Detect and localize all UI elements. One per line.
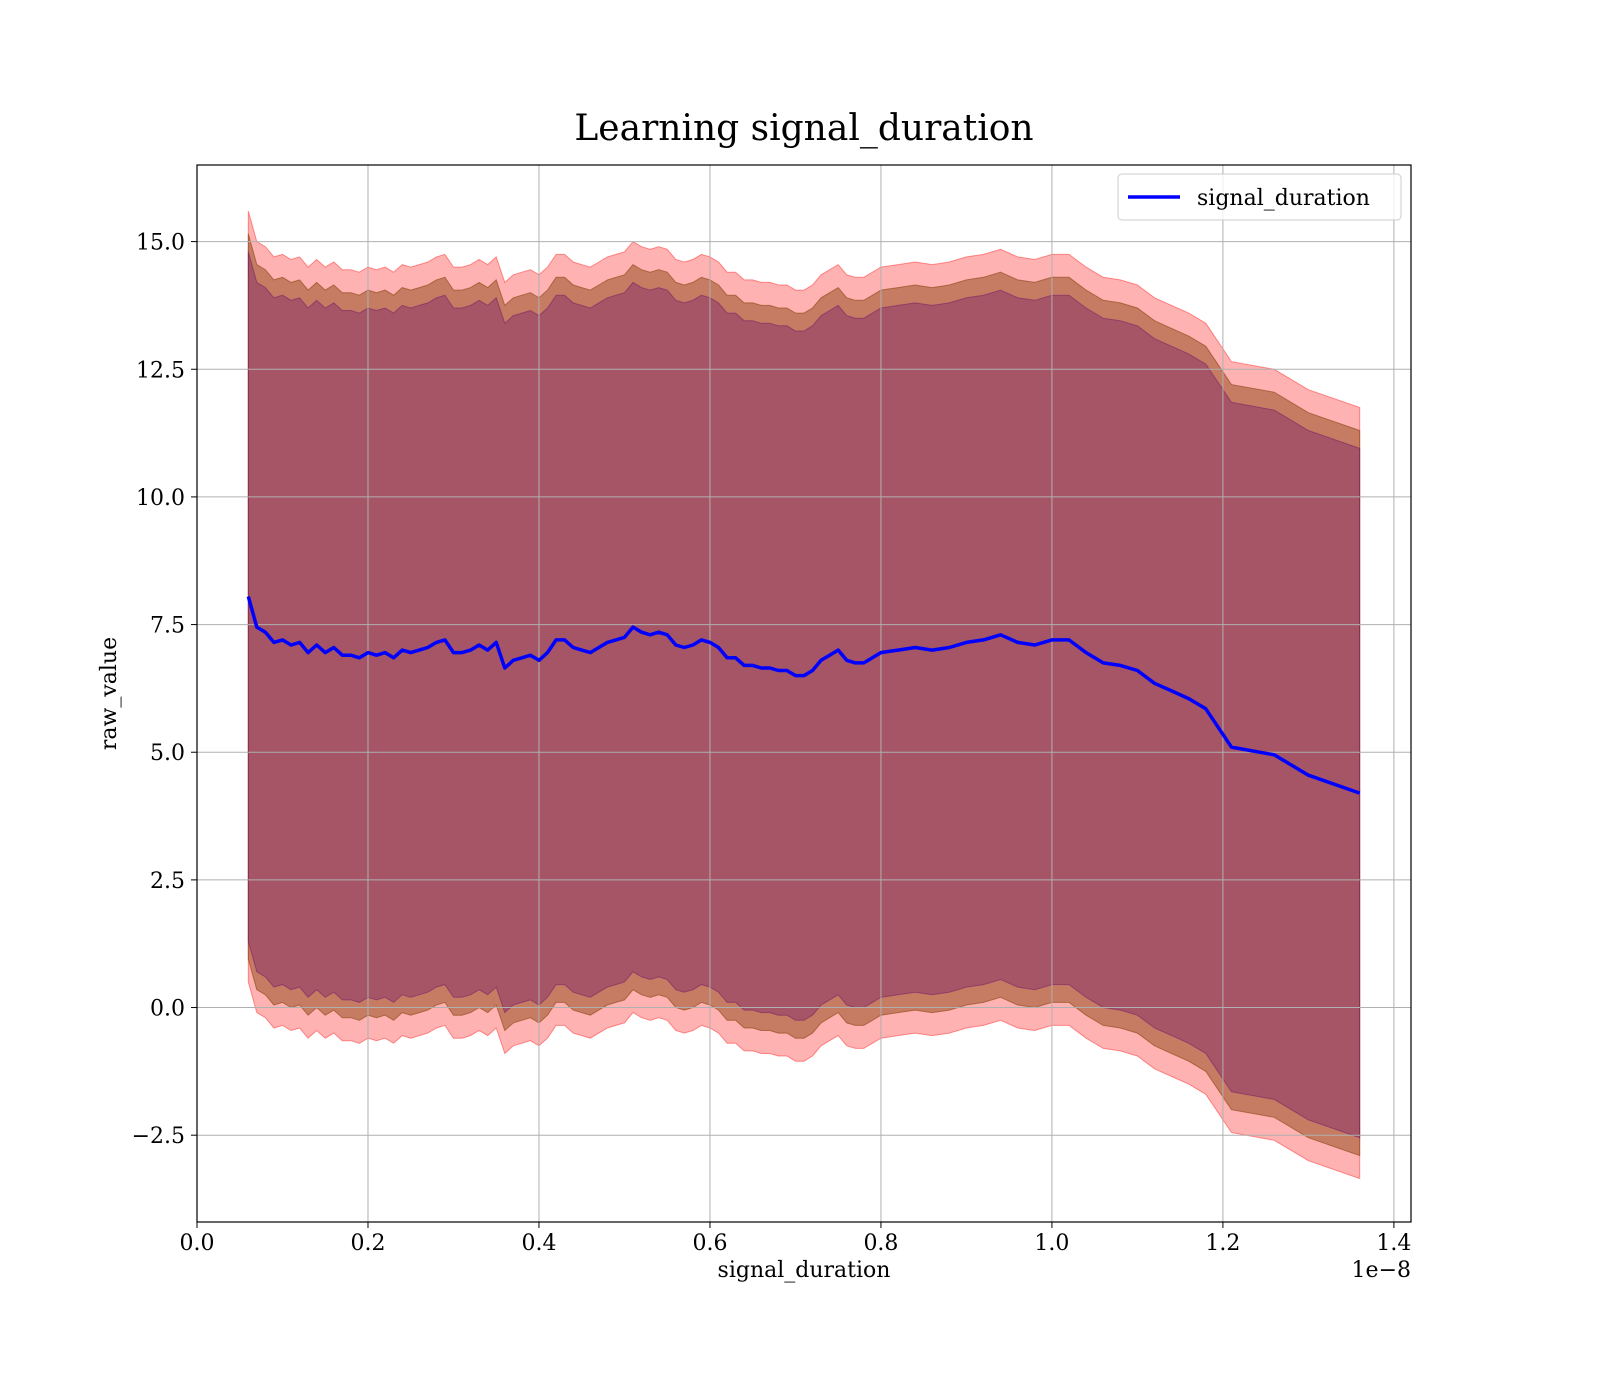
y-axis-label: raw_value bbox=[97, 637, 122, 750]
x-tick-label-0: 0.0 bbox=[180, 1231, 215, 1256]
legend-label-signal-duration: signal_duration bbox=[1197, 186, 1370, 211]
y-tick-label-3: 5.0 bbox=[150, 741, 185, 766]
x-axis-offset-text: 1e−8 bbox=[1352, 1258, 1411, 1283]
y-tick-label-2: 2.5 bbox=[150, 869, 185, 894]
y-tick-label-5: 10.0 bbox=[136, 486, 185, 511]
x-axis-ticks: 0.0 0.2 0.4 0.6 0.8 1.0 1.2 1.4 bbox=[180, 1222, 1411, 1256]
x-tick-label-4: 0.8 bbox=[863, 1231, 898, 1256]
band-core bbox=[247, 251, 1361, 1139]
x-tick-label-2: 0.4 bbox=[521, 1231, 556, 1256]
confidence-bands bbox=[247, 210, 1361, 1180]
y-tick-label-1: 0.0 bbox=[150, 997, 185, 1022]
legend: signal_duration bbox=[1117, 173, 1402, 221]
y-tick-label-4: 7.5 bbox=[150, 614, 185, 639]
y-tick-label-7: 15.0 bbox=[136, 231, 185, 256]
x-axis-label: signal_duration bbox=[718, 1258, 891, 1283]
y-axis-ticks: −2.5 0.0 2.5 5.0 7.5 10.0 12.5 15.0 bbox=[132, 231, 197, 1149]
legend-box bbox=[1117, 173, 1402, 221]
x-tick-label-1: 0.2 bbox=[350, 1231, 385, 1256]
chart-title: Learning signal_duration bbox=[574, 108, 1033, 149]
x-tick-label-3: 0.6 bbox=[692, 1231, 727, 1256]
series-line-signal-duration bbox=[246, 596, 1361, 795]
x-tick-label-6: 1.2 bbox=[1205, 1231, 1240, 1256]
y-tick-label-6: 12.5 bbox=[136, 358, 185, 383]
x-tick-label-7: 1.4 bbox=[1376, 1231, 1411, 1256]
y-tick-label-0: −2.5 bbox=[132, 1124, 185, 1149]
grid-lines bbox=[196, 165, 1411, 1222]
axes-frame bbox=[196, 164, 1412, 1223]
band-inner bbox=[247, 233, 1361, 1157]
series-lines bbox=[246, 596, 1361, 795]
x-tick-label-5: 1.0 bbox=[1034, 1231, 1069, 1256]
